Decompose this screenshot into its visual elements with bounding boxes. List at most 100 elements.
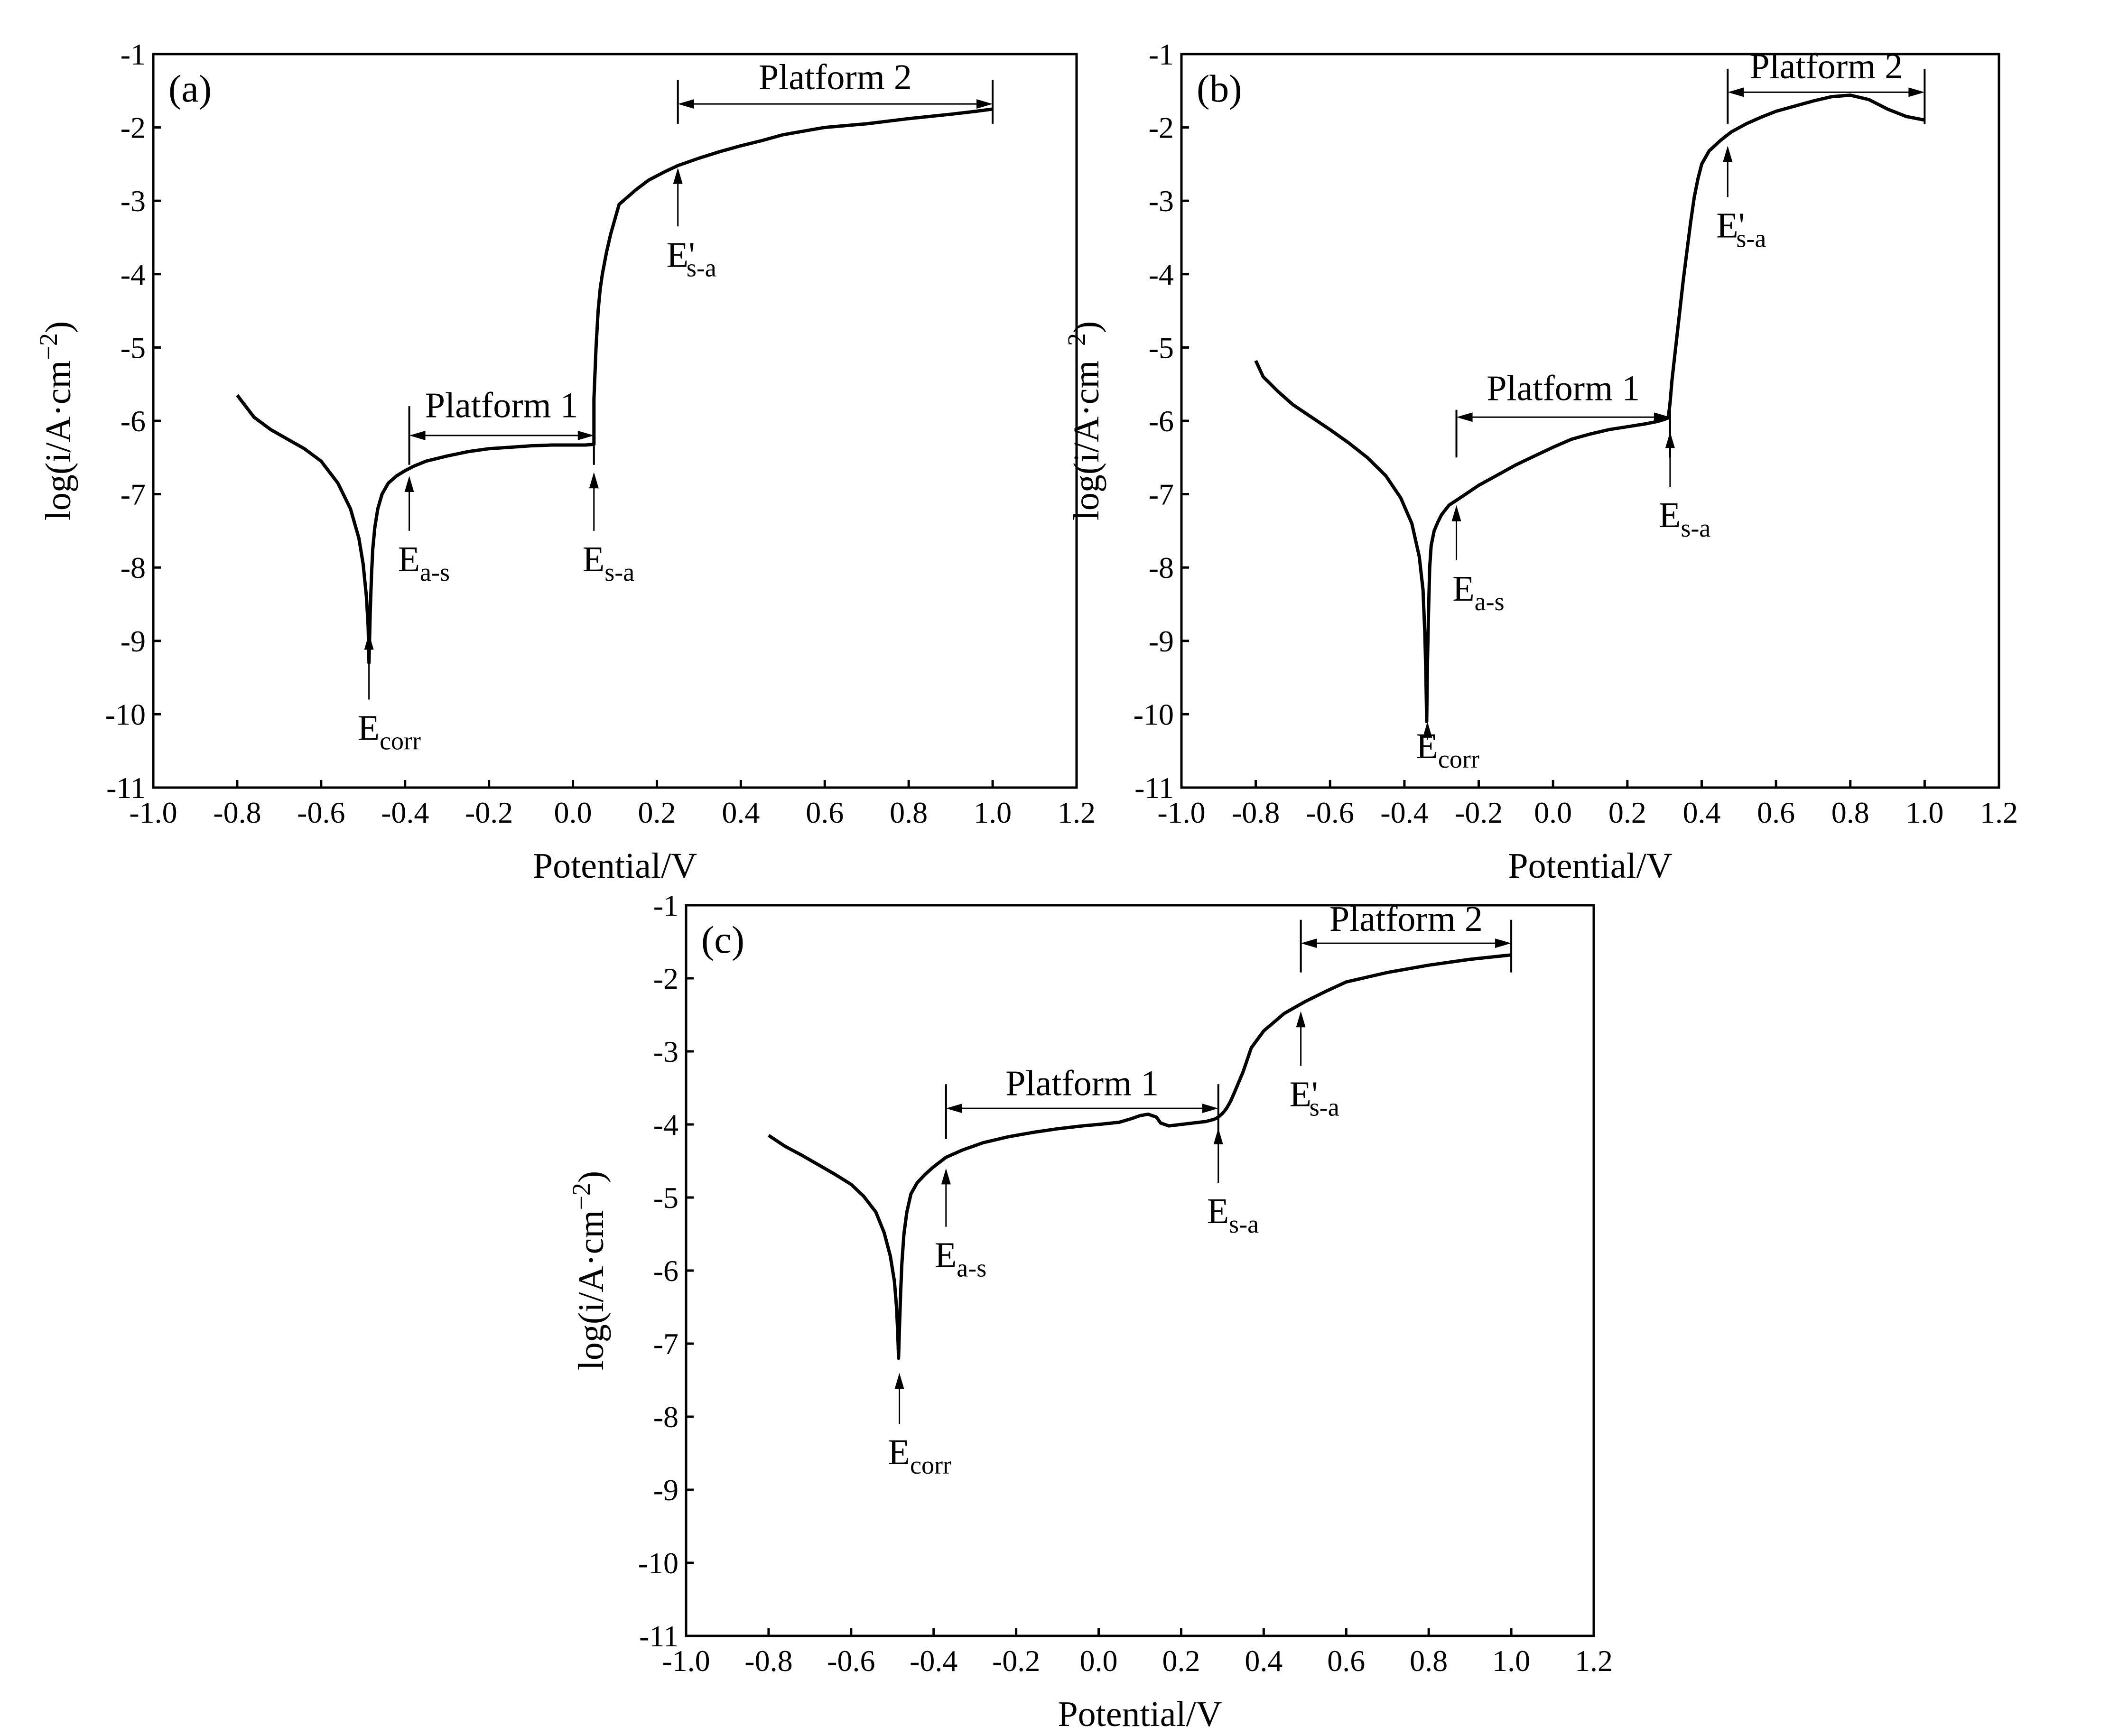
x-tick-label: 0.4 — [1245, 1644, 1283, 1678]
x-tick-label: 0.4 — [722, 796, 760, 829]
panel-label: (c) — [701, 918, 744, 961]
annotation-subscript: s-a — [604, 558, 634, 586]
annotation-main: E — [398, 539, 420, 579]
y-tick-label: -4 — [121, 258, 146, 291]
y-tick-label: -6 — [1149, 404, 1174, 438]
x-tick-label: 0.4 — [1682, 796, 1720, 829]
annotation-subscript: a-s — [420, 558, 450, 586]
y-axis-title-close: ) — [1067, 321, 1106, 333]
y-tick-label: -5 — [121, 331, 146, 364]
x-tick-label: 0.0 — [554, 796, 592, 829]
y-tick-label: -10 — [638, 1546, 678, 1580]
y-axis-title-close: ) — [571, 1171, 611, 1183]
annotation-subscript: s-a — [1310, 1093, 1339, 1122]
x-tick-label: 0.2 — [1162, 1644, 1200, 1678]
x-tick-label: 0.6 — [806, 796, 844, 829]
annotation-label: Es-a — [583, 539, 634, 586]
y-tick-label: -1 — [653, 889, 678, 922]
x-tick-label: -0.4 — [381, 796, 429, 829]
platform-arrow-head-right — [1202, 1104, 1218, 1114]
annotation-main: E — [1207, 1191, 1229, 1231]
y-tick-label: -11 — [1134, 771, 1174, 805]
y-axis-title-superscript: −2 — [34, 333, 63, 360]
x-tick-label: -0.6 — [1306, 796, 1354, 829]
annotation-prime: ' — [688, 235, 695, 275]
x-tick-label: 0.0 — [1080, 1644, 1118, 1678]
polarization-curve — [1254, 93, 1925, 724]
annotation-main: E — [1416, 726, 1438, 766]
x-tick-label: 0.2 — [638, 796, 676, 829]
annotation-main: E — [583, 539, 604, 579]
annotation-arrow-head — [589, 472, 599, 489]
y-tick-label: -1 — [121, 37, 146, 71]
platform-label: Platform 2 — [1329, 899, 1483, 939]
y-tick-label: -2 — [653, 962, 678, 995]
y-tick-label: -7 — [1149, 478, 1174, 511]
x-tick-label: 1.2 — [1575, 1644, 1613, 1678]
axis-ticks: -1.0 -0.8 -0.6 -0.4 -0.2 0.0 0.2 0.4 0.6 0.8 1.0 1.… — [105, 37, 1096, 829]
y-axis-title-main: log(i/A·cm — [1067, 361, 1106, 521]
x-tick-label: 0.2 — [1608, 796, 1646, 829]
annotation-subscript: s-a — [1229, 1210, 1259, 1238]
annotation-subscript: s-a — [687, 253, 716, 282]
y-tick-label: -8 — [653, 1400, 678, 1434]
platform-arrow-head-right — [1495, 938, 1512, 948]
annotation-subscript: a-s — [957, 1253, 986, 1282]
x-tick-label: 0.0 — [1534, 796, 1572, 829]
panel-label: (b) — [1197, 67, 1242, 110]
annotation-label: Ecorr — [358, 708, 421, 755]
x-tick-label: 1.0 — [1905, 796, 1943, 829]
platform-label: Platform 2 — [1749, 46, 1903, 86]
annotation-main: E — [1290, 1075, 1311, 1114]
platform-label: Platform 1 — [1487, 369, 1640, 408]
y-tick-label: -9 — [121, 624, 146, 658]
x-tick-label: -0.8 — [213, 796, 261, 829]
y-axis-title: log(i/A·cm−2) — [567, 1171, 611, 1370]
annotation-arrow-head — [1451, 505, 1461, 521]
y-tick-label: -9 — [1149, 624, 1174, 658]
platform-arrow-head-left — [409, 430, 426, 440]
y-tick-label: -3 — [653, 1035, 678, 1068]
y-tick-label: -3 — [121, 184, 146, 218]
y-tick-label: -2 — [1149, 111, 1174, 145]
platform-arrow-head-left — [1728, 87, 1744, 97]
annotation-main: E — [888, 1432, 910, 1472]
annotation-arrow-head — [1296, 1011, 1306, 1028]
annotation-arrow-head — [1422, 721, 1432, 738]
x-tick-label: 0.8 — [1410, 1644, 1448, 1678]
annotation-subscript: corr — [910, 1451, 951, 1479]
platform-label: Platform 1 — [1005, 1063, 1159, 1103]
annotation-label: Ecorr — [888, 1432, 951, 1479]
y-tick-label: -4 — [653, 1108, 678, 1142]
y-axis-title-close: ) — [38, 321, 78, 333]
x-axis-title: Potential/V — [1058, 1694, 1222, 1734]
annotation-label: Es-a — [1659, 495, 1710, 542]
panel-b: -1.0 -0.8 -0.6 -0.4 -0.2 0.0 0.2 0.4 0.6 0.8 1.0 1.… — [1062, 37, 2018, 886]
x-tick-label: -0.6 — [827, 1644, 875, 1678]
annotation-label: E's-a — [1290, 1075, 1339, 1122]
annotation-main: E — [667, 235, 688, 275]
x-tick-label: -0.4 — [1380, 796, 1428, 829]
y-tick-label: -8 — [1149, 551, 1174, 585]
y-tick-label: -2 — [121, 111, 146, 145]
x-tick-label: -1.0 — [129, 796, 177, 829]
annotation-subscript: s-a — [1681, 514, 1710, 542]
y-tick-label: -11 — [639, 1619, 678, 1653]
x-tick-label: 0.6 — [1327, 1644, 1365, 1678]
y-axis-title: log(i/A·cm−2) — [1062, 321, 1106, 520]
y-axis-title-superscript: −2 — [567, 1183, 595, 1210]
platform-arrow-head-right — [1908, 87, 1925, 97]
panel-a: -1.0 -0.8 -0.6 -0.4 -0.2 0.0 0.2 0.4 0.6 0.8 1.0 1.… — [34, 37, 1096, 886]
y-tick-label: -7 — [653, 1327, 678, 1361]
platform-arrow-head-right — [976, 99, 993, 109]
y-tick-label: -1 — [1149, 37, 1174, 71]
annotation-main: E — [1716, 206, 1738, 246]
y-tick-label: -10 — [105, 697, 146, 731]
y-tick-label: -7 — [121, 478, 146, 511]
annotation-subscript: a-s — [1475, 587, 1505, 616]
y-tick-label: -10 — [1134, 697, 1174, 731]
x-tick-label: 0.8 — [890, 796, 928, 829]
annotation-label: Es-a — [1207, 1191, 1259, 1238]
